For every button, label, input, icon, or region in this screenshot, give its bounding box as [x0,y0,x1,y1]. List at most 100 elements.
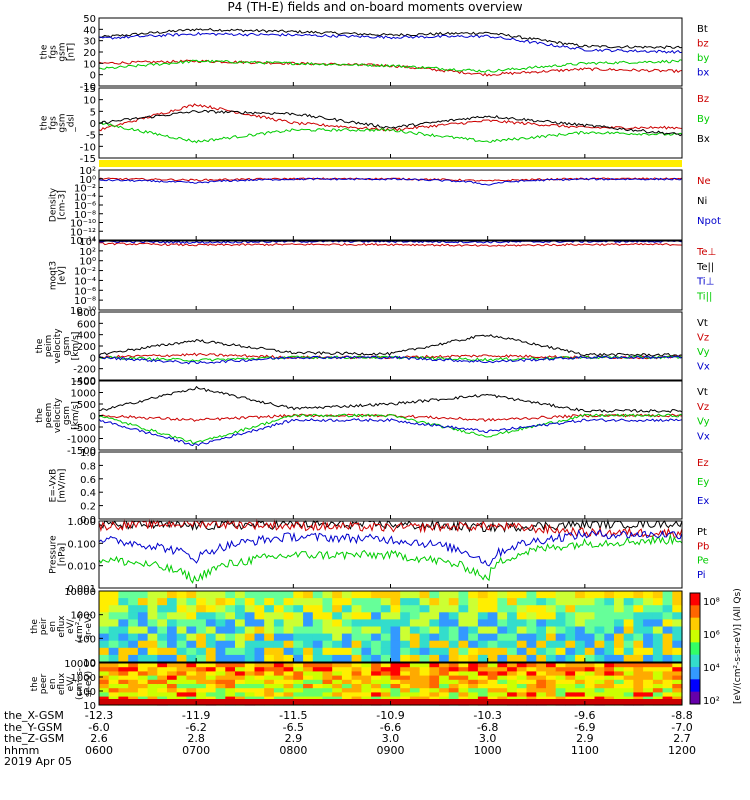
heat-cell-9-10-2 [196,671,207,677]
heat-cell-8-31-8 [400,647,411,656]
heat-cell-8-48-7 [565,640,576,649]
heat-cell-8-20-7 [293,640,304,649]
heat-cell-8-42-4 [507,619,518,628]
heat-cell-8-32-3 [409,612,421,620]
ylabel-5-4: [km/s] [71,401,81,430]
heat-cell-9-24-0 [332,663,343,668]
heat-cell-9-47-5 [555,684,566,689]
heat-cell-9-2-5 [118,684,129,689]
heat-cell-8-43-6 [516,633,528,642]
heat-cell-9-21-2 [303,671,314,677]
heat-cell-9-59-1 [672,667,683,672]
heat-cell-8-53-6 [614,633,625,642]
heat-cell-8-54-7 [623,640,634,649]
colorbar-seg-4 [690,642,700,656]
heat-cell-9-36-6 [448,688,460,693]
heat-cell-8-21-1 [303,598,314,606]
heat-cell-8-11-9 [205,654,217,663]
heat-cell-8-18-6 [273,633,285,642]
legend-2-0: Ne [697,176,711,187]
heat-cell-8-22-7 [312,640,324,649]
heat-cell-8-31-6 [400,633,411,642]
heat-cell-9-11-0 [205,663,217,668]
heat-cell-8-33-5 [419,626,430,635]
heat-cell-8-40-1 [487,598,498,606]
heat-cell-8-34-4 [429,619,440,628]
heat-cell-8-24-4 [332,619,343,628]
heat-cell-9-20-4 [293,679,304,685]
heat-cell-9-33-5 [419,684,430,689]
heat-cell-9-4-7 [137,692,149,698]
heat-cell-9-11-7 [205,692,217,698]
heat-cell-8-46-9 [546,654,557,663]
heat-cell-8-43-3 [516,612,528,620]
heat-cell-8-26-9 [351,654,362,663]
heat-cell-8-6-0 [157,591,168,599]
heat-cell-8-27-2 [361,605,372,613]
heat-cell-9-18-7 [273,692,285,698]
heat-cell-9-54-2 [623,671,634,677]
heat-cell-9-12-6 [215,688,226,693]
heat-cell-9-12-0 [215,663,226,668]
heat-cell-8-1-6 [108,633,119,642]
heat-cell-9-20-5 [293,684,304,689]
heat-cell-9-30-5 [390,684,401,689]
ylabel-7-0: Pressure [49,535,59,574]
heat-cell-9-39-3 [477,675,489,681]
heat-cell-8-41-3 [497,612,508,620]
heat-cell-8-38-2 [468,605,479,613]
heat-cell-8-34-6 [429,633,440,642]
heat-cell-9-2-1 [118,667,129,672]
x-tick-value-3-6: 1200 [668,743,696,757]
heat-cell-9-3-3 [128,675,139,681]
heat-cell-9-17-2 [264,671,275,677]
heat-cell-8-39-3 [477,612,489,620]
colorbar-label: [eV/(cm²-s-sr-eV)] (All Qs) [733,588,743,704]
heat-cell-8-46-0 [546,591,557,599]
heat-cell-8-51-7 [594,640,605,649]
ytick-label-5-5: -1000 [67,435,96,446]
ytick-label-1-0: 15 [83,84,96,95]
ytick-label-3-0: 10⁴ [79,237,96,248]
heat-cell-9-37-0 [458,663,469,668]
heat-cell-8-28-4 [371,619,382,628]
heat-cell-8-29-5 [380,626,392,635]
heat-cell-9-16-0 [254,663,265,668]
heat-cell-9-18-2 [273,671,285,677]
heat-cell-9-54-3 [623,675,634,681]
heat-cell-9-4-2 [137,671,149,677]
heat-cell-9-32-5 [409,684,421,689]
colorbar-tick-0: 10⁸ [703,597,720,608]
heat-cell-9-20-0 [293,663,304,668]
legend-7-3: Pi [697,570,706,581]
heat-cell-8-45-9 [536,654,547,663]
ylabel-8-0: the [30,619,40,634]
heat-cell-8-2-5 [118,626,129,635]
heat-cell-9-55-2 [633,671,644,677]
ytick-label-5-6: -1500 [67,446,96,457]
heat-cell-8-32-7 [409,640,421,649]
heat-cell-8-52-4 [604,619,615,628]
heat-cell-9-51-0 [594,663,605,668]
ytick-label-3-5: 10⁻⁶ [74,286,96,297]
heat-cell-8-4-3 [137,612,149,620]
x-tick-value-3-0: 0600 [85,743,113,757]
heat-cell-9-30-3 [390,675,401,681]
heat-cell-9-24-5 [332,684,343,689]
heat-cell-9-14-4 [235,679,246,685]
heat-cell-9-28-5 [371,684,382,689]
heat-cell-8-6-6 [157,633,168,642]
heat-cell-9-9-2 [186,671,197,677]
heat-cell-8-21-5 [303,626,314,635]
heat-cell-9-8-1 [176,667,187,672]
heat-cell-8-44-3 [526,612,537,620]
heat-cell-8-31-1 [400,598,411,606]
ylabel-3-1: [eV] [58,266,68,285]
legend-1-0: Bz [697,94,709,105]
heat-cell-8-7-4 [167,619,178,628]
heat-cell-9-26-4 [351,679,362,685]
heat-cell-8-35-5 [439,626,450,635]
heat-cell-9-40-0 [487,663,498,668]
ytick-label-9-0: 10000 [64,659,96,670]
heat-cell-9-45-1 [536,667,547,672]
